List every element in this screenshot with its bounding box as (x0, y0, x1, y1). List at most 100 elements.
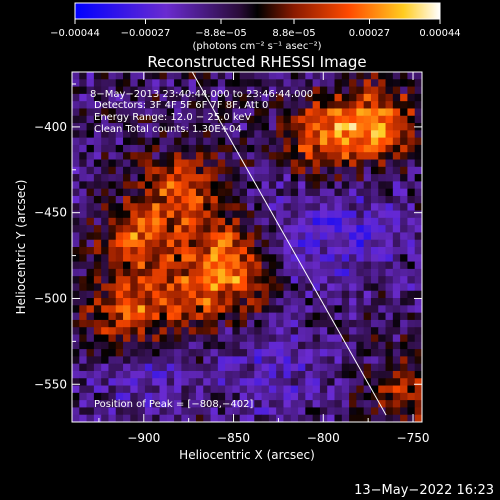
heatmap-cell (137, 247, 146, 255)
heatmap-cell (203, 195, 211, 204)
heatmap-cell (290, 356, 299, 365)
heatmap-cell (123, 188, 131, 197)
heatmap-cell (319, 276, 328, 284)
heatmap-cell (86, 181, 95, 190)
heatmap-cell (239, 130, 248, 139)
heatmap-cell (239, 370, 248, 379)
heatmap-cell (93, 290, 102, 299)
heatmap-cell (290, 203, 299, 211)
heatmap-cell (290, 166, 299, 175)
heatmap-cell (247, 276, 255, 284)
heatmap-cell (195, 254, 204, 262)
heatmap-cell (283, 195, 292, 204)
heatmap-cell (400, 137, 408, 146)
heatmap-cell (159, 210, 168, 219)
heatmap-cell (400, 312, 408, 321)
heatmap-cell (370, 225, 379, 233)
heatmap-cell (370, 86, 379, 95)
heatmap-cell (115, 188, 124, 197)
colorbar-tick-label: −8.8e−05 (195, 28, 247, 39)
heatmap-cell (268, 392, 277, 401)
heatmap-cell (137, 86, 146, 95)
heatmap-cell (400, 72, 408, 80)
heatmap-cell (392, 385, 401, 394)
heatmap-cell (254, 312, 262, 321)
heatmap-cell (392, 123, 401, 131)
heatmap-cell (356, 414, 365, 422)
heatmap-cell (356, 174, 365, 182)
heatmap-cell (341, 239, 350, 248)
heatmap-cell (400, 166, 408, 175)
heatmap-cell (115, 130, 124, 139)
heatmap-cell (378, 268, 386, 277)
heatmap-cell (290, 414, 299, 422)
heatmap-cell (166, 290, 175, 299)
heatmap-cell (130, 93, 139, 102)
heatmap-cell (93, 247, 102, 255)
heatmap-cell (290, 254, 299, 262)
heatmap-cell (239, 144, 248, 153)
heatmap-cell (115, 239, 124, 248)
heatmap-cell (144, 407, 153, 416)
heatmap-cell (86, 261, 95, 270)
heatmap-cell (327, 378, 335, 386)
heatmap-cell (144, 392, 153, 401)
heatmap-cell (195, 349, 204, 357)
heatmap-cell (72, 407, 80, 416)
heatmap-cell (174, 93, 182, 102)
heatmap-cell (159, 188, 168, 197)
heatmap-cell (188, 203, 197, 211)
heatmap-cell (144, 93, 153, 102)
heatmap-cell (86, 210, 95, 219)
heatmap-cell (254, 232, 262, 241)
heatmap-cell (195, 312, 204, 321)
heatmap-cell (174, 400, 182, 408)
heatmap-cell (174, 276, 182, 284)
heatmap-cell (79, 217, 87, 226)
heatmap-cell (400, 261, 408, 270)
heatmap-cell (225, 276, 233, 284)
heatmap-cell (334, 108, 343, 117)
heatmap-cell (341, 232, 350, 241)
heatmap-cell (130, 239, 139, 248)
heatmap-cell (370, 327, 379, 335)
heatmap-cell (232, 232, 241, 241)
heatmap-cell (319, 327, 328, 335)
heatmap-cell (319, 101, 328, 109)
heatmap-cell (225, 188, 233, 197)
heatmap-cell (283, 298, 292, 306)
heatmap-cell (261, 341, 270, 350)
heatmap-cell (225, 334, 233, 343)
heatmap-cell (174, 79, 182, 87)
heatmap-cell (327, 159, 335, 168)
heatmap-cell (378, 217, 386, 226)
heatmap-cell (268, 188, 277, 197)
heatmap-cell (239, 232, 248, 241)
heatmap-cell (79, 174, 87, 182)
heatmap-cell (247, 356, 255, 365)
heatmap-cell (268, 334, 277, 343)
heatmap-cell (166, 195, 175, 204)
heatmap-cell (72, 210, 80, 219)
heatmap-cell (276, 356, 284, 365)
heatmap-cell (334, 93, 343, 102)
heatmap-cell (283, 414, 292, 422)
heatmap-cell (72, 144, 80, 153)
heatmap-cell (210, 152, 219, 160)
heatmap-cell (123, 341, 131, 350)
heatmap-cell (319, 79, 328, 87)
heatmap-cell (137, 79, 146, 87)
heatmap-cell (327, 327, 335, 335)
heatmap-cell (385, 93, 394, 102)
heatmap-cell (378, 349, 386, 357)
heatmap-cell (210, 93, 219, 102)
heatmap-cell (101, 101, 109, 109)
heatmap-cell (123, 159, 131, 168)
heatmap-cell (166, 363, 175, 372)
heatmap-cell (312, 152, 321, 160)
heatmap-cell (370, 203, 379, 211)
heatmap-cell (93, 254, 102, 262)
heatmap-cell (283, 79, 292, 87)
heatmap-cell (86, 385, 95, 394)
heatmap-cell (225, 159, 233, 168)
